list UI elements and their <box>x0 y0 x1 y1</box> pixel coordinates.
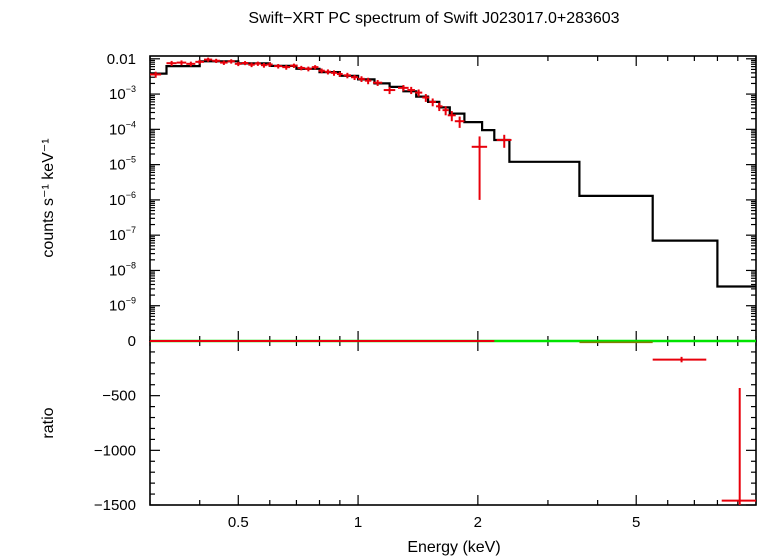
ratio-plot-area <box>149 339 756 505</box>
data-point <box>343 72 352 79</box>
y-tick-label: 10−7 <box>109 225 136 244</box>
data-point <box>260 62 267 68</box>
y-tick-label: −1500 <box>94 497 136 514</box>
data-point <box>318 68 325 74</box>
data-point <box>304 66 312 72</box>
data-point <box>186 61 196 67</box>
model-step-line <box>150 60 756 288</box>
spectrum-axes: 0.01 10−3 10−4 10−5 10−6 10−7 10−8 10−9 <box>107 51 757 342</box>
data-point <box>496 134 512 148</box>
data-point <box>176 60 187 66</box>
data-point <box>358 76 365 82</box>
spectrum-plot-area <box>150 57 756 288</box>
x-tick-label: 0.5 <box>228 514 249 531</box>
y-tick-label: 10−6 <box>109 190 136 209</box>
data-point <box>429 98 437 107</box>
y-tick-label: 10−5 <box>109 155 136 174</box>
data-point <box>220 60 228 65</box>
data-point <box>398 85 409 92</box>
data-point <box>241 61 249 66</box>
data-point <box>324 69 331 75</box>
data-point <box>203 57 213 62</box>
data-point <box>234 61 242 67</box>
data-point <box>282 64 291 70</box>
data-point <box>266 62 273 67</box>
data-point <box>297 65 305 71</box>
y-axis-label-spectrum: counts s⁻¹ keV⁻¹ <box>40 138 57 257</box>
data-point <box>150 71 162 78</box>
y-tick-label: 10−4 <box>109 119 136 138</box>
data-point <box>436 102 443 112</box>
data-point <box>290 63 298 68</box>
data-point <box>274 64 283 69</box>
data-point <box>195 59 204 65</box>
y-axis-label-ratio: ratio <box>40 407 57 438</box>
ratio-point <box>652 356 707 363</box>
data-point <box>311 65 319 70</box>
data-point <box>383 86 396 95</box>
y-tick-label: −1000 <box>94 442 136 459</box>
x-axis-label: Energy (keV) <box>407 539 500 556</box>
data-point <box>414 89 423 97</box>
y-tick-label: 0 <box>128 333 136 350</box>
data-point <box>212 58 221 63</box>
ratio-point <box>149 340 495 342</box>
data-point <box>227 59 235 64</box>
data-point <box>454 116 465 128</box>
ratio-axes: 0.5 1 2 5 0 −500 −1000 −1500 <box>94 333 757 531</box>
data-point <box>330 70 337 76</box>
data-point <box>422 94 430 102</box>
y-tick-label: 10−8 <box>109 260 136 279</box>
x-tick-label: 5 <box>632 514 640 531</box>
ratio-panel-frame <box>149 340 757 506</box>
data-point <box>336 71 343 77</box>
x-tick-label: 1 <box>354 514 362 531</box>
y-tick-label: 10−3 <box>109 84 136 103</box>
data-point <box>248 62 255 68</box>
data-point <box>407 86 415 95</box>
x-tick-label: 2 <box>474 514 482 531</box>
data-point <box>351 74 359 81</box>
y-tick-label: −500 <box>102 388 136 405</box>
data-point <box>372 80 383 86</box>
data-point <box>442 106 449 116</box>
data-point <box>254 61 261 66</box>
data-point <box>364 77 372 85</box>
y-tick-label: 0.01 <box>107 51 136 68</box>
data-point <box>166 60 177 66</box>
data-point <box>447 111 456 122</box>
data-point <box>471 136 488 200</box>
y-tick-label: 10−9 <box>109 296 136 315</box>
ratio-point <box>721 388 756 505</box>
spectrum-panel-frame <box>149 55 757 342</box>
chart-title: Swift−XRT PC spectrum of Swift J023017.0… <box>248 10 619 27</box>
